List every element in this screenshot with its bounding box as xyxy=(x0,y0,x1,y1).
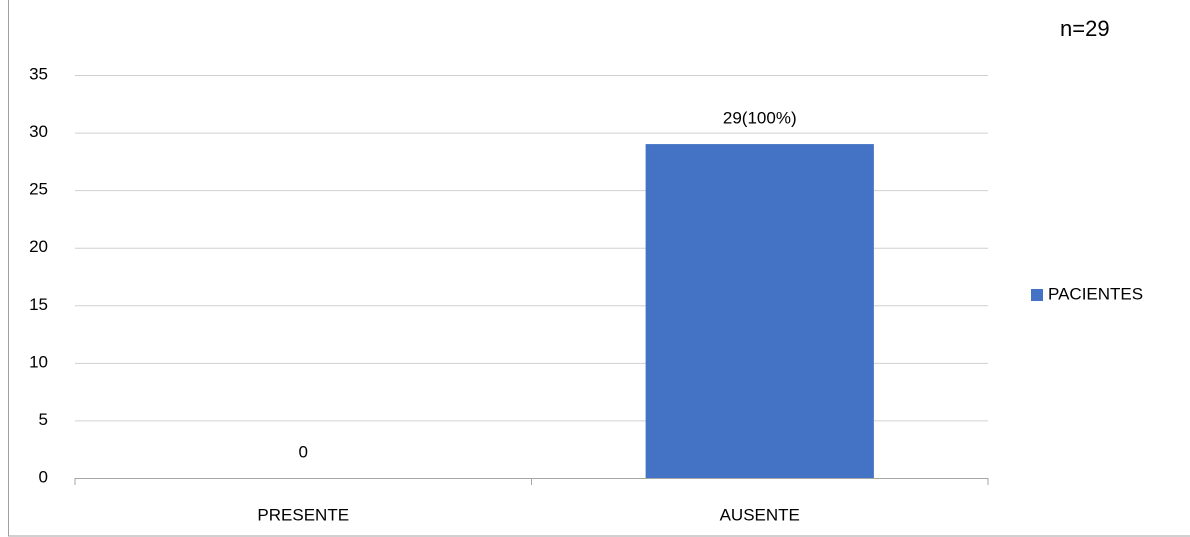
data-label: 29(100%) xyxy=(723,109,797,128)
bar xyxy=(645,144,874,479)
y-tick-label: 35 xyxy=(29,64,48,83)
legend-label: PACIENTES xyxy=(1048,284,1143,303)
data-label: 0 xyxy=(299,442,308,461)
x-tick-label: AUSENTE xyxy=(720,505,800,524)
y-tick-label: 5 xyxy=(39,410,48,429)
y-tick-label: 30 xyxy=(29,122,48,141)
annotation: n=29 xyxy=(1060,16,1110,41)
chart-frame xyxy=(8,0,1190,537)
legend-swatch xyxy=(1031,289,1043,301)
x-tick-label: PRESENTE xyxy=(257,505,349,524)
y-tick-label: 20 xyxy=(29,237,48,256)
y-tick-label: 15 xyxy=(29,295,48,314)
y-tick-label: 10 xyxy=(29,352,48,371)
y-tick-label: 0 xyxy=(39,467,48,486)
y-tick-label: 25 xyxy=(29,180,48,199)
